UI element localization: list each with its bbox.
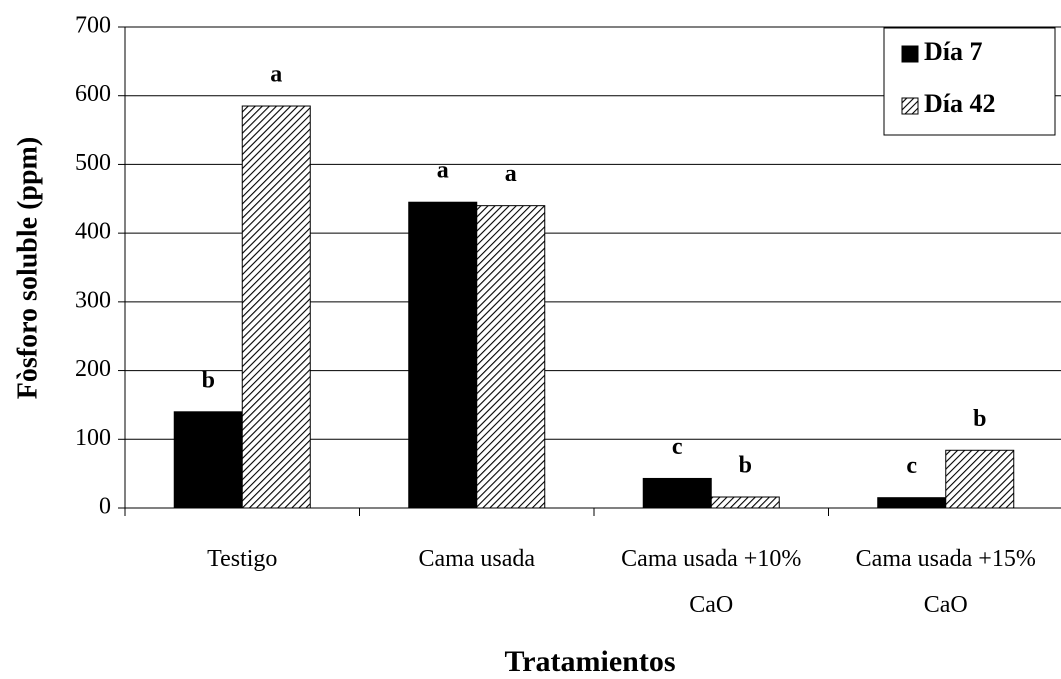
y-tick-label: 100	[75, 425, 111, 451]
bar-letter: b	[202, 367, 215, 393]
y-tick-label: 200	[75, 356, 111, 382]
y-tick-label: 400	[75, 219, 111, 245]
legend-label: Día 42	[924, 89, 996, 118]
y-tick-label: 0	[99, 494, 111, 520]
y-tick-label: 300	[75, 287, 111, 313]
x-tick-label: Cama usada +10% CaO	[621, 546, 801, 618]
bar-letter: a	[270, 62, 282, 88]
bar	[476, 205, 546, 509]
legend-box	[883, 27, 1056, 136]
bar-letter: a	[505, 161, 517, 187]
legend-swatch	[901, 45, 919, 63]
x-tick-label-line: Cama usada +15%	[856, 546, 1036, 572]
bar	[408, 201, 478, 509]
x-tick-label: Testigo	[207, 546, 277, 572]
bar	[710, 496, 780, 509]
bar	[642, 477, 712, 509]
bar-letter: b	[973, 406, 986, 432]
x-tick-label-line: CaO	[924, 592, 968, 618]
bar-letter: b	[739, 453, 752, 479]
x-tick-label-line: Testigo	[207, 546, 277, 572]
bar	[945, 449, 1015, 509]
bar	[241, 105, 311, 509]
y-axis-title: Fòsforo soluble (ppm)	[12, 137, 43, 399]
bar-letter: c	[672, 434, 683, 460]
y-tick-label: 500	[75, 150, 111, 176]
bar-letter: a	[437, 158, 449, 184]
legend-swatch	[901, 97, 919, 115]
bar	[877, 497, 947, 509]
x-tick-label: Cama usada +15% CaO	[856, 546, 1036, 618]
legend-label: Día 7	[924, 37, 983, 66]
x-axis-title: Tratamientos	[504, 645, 675, 678]
x-tick-label-line: CaO	[689, 592, 733, 618]
y-tick-label: 700	[75, 13, 111, 39]
y-tick-label: 600	[75, 81, 111, 107]
x-tick-label-line: Cama usada	[418, 546, 535, 572]
bar	[173, 411, 243, 509]
x-tick-label: Cama usada	[418, 546, 535, 572]
x-tick-label-line: Cama usada +10%	[621, 546, 801, 572]
bar-letter: c	[906, 453, 917, 479]
